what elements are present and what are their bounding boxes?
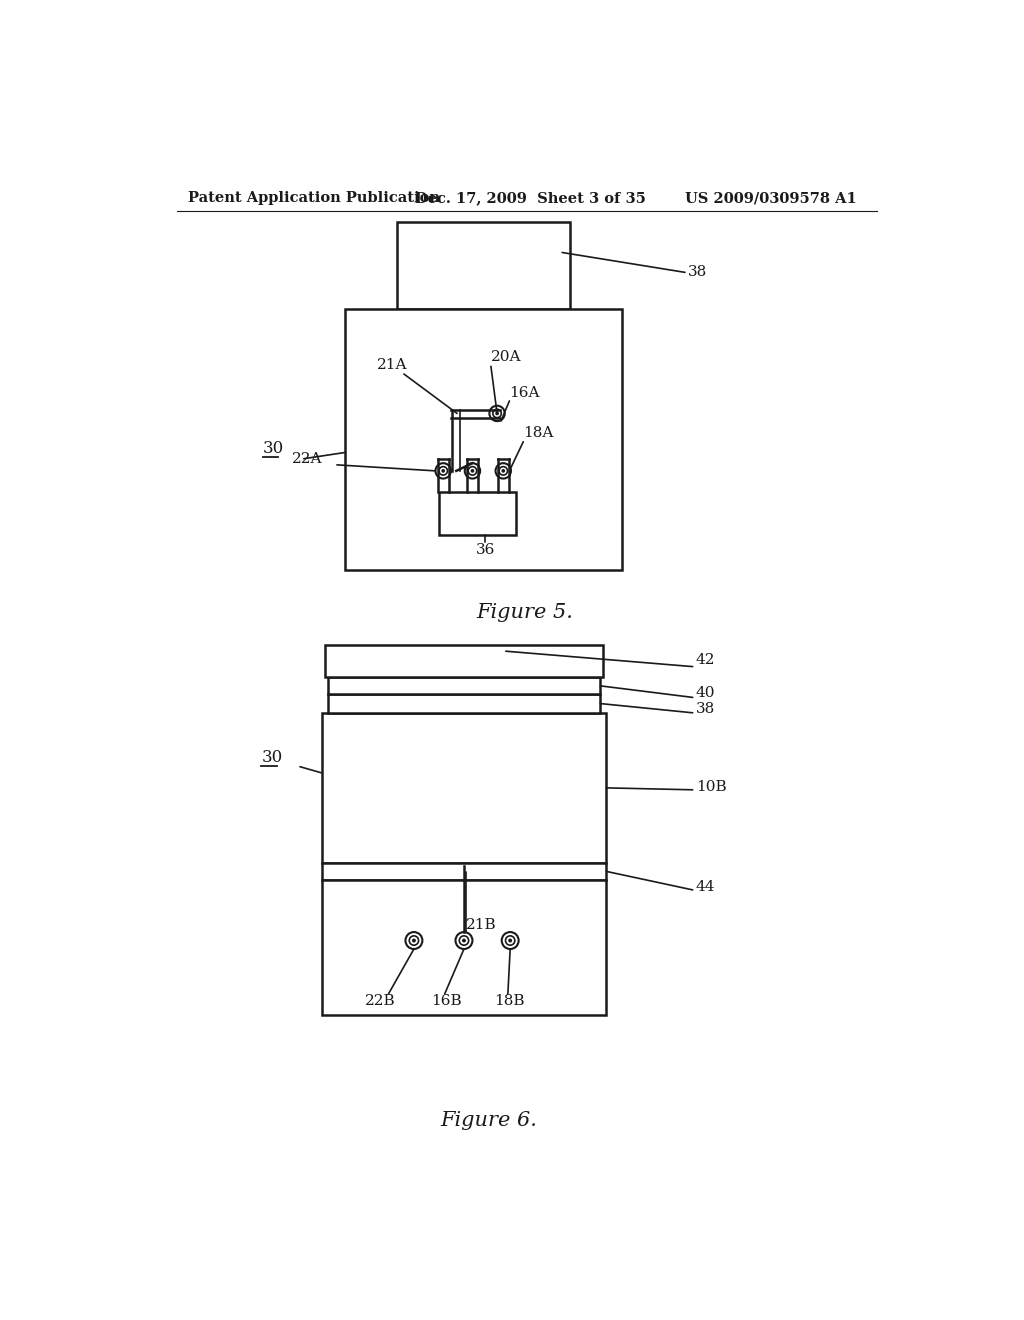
Text: 38: 38: [688, 265, 708, 280]
Text: Figure 6.: Figure 6.: [440, 1111, 537, 1130]
Text: Patent Application Publication: Patent Application Publication: [188, 191, 440, 206]
Circle shape: [413, 940, 415, 941]
Text: 30: 30: [263, 440, 285, 457]
Text: 16A: 16A: [509, 387, 540, 400]
Bar: [438, 492, 515, 535]
Bar: [396, 222, 569, 309]
Text: 18B: 18B: [494, 994, 524, 1007]
Text: 22B: 22B: [365, 994, 395, 1007]
Bar: [322, 863, 606, 880]
Text: 42: 42: [695, 653, 715, 668]
Bar: [322, 713, 606, 863]
Text: 38: 38: [695, 702, 715, 715]
Bar: [325, 645, 603, 677]
Bar: [345, 309, 622, 570]
Circle shape: [509, 940, 511, 941]
Text: 40: 40: [695, 686, 715, 700]
Text: Dec. 17, 2009  Sheet 3 of 35: Dec. 17, 2009 Sheet 3 of 35: [416, 191, 646, 206]
Text: 21B: 21B: [466, 917, 497, 932]
Text: 30: 30: [261, 748, 283, 766]
Circle shape: [463, 940, 465, 941]
Circle shape: [471, 470, 473, 473]
Text: 20A: 20A: [490, 350, 521, 364]
Bar: [322, 880, 606, 1015]
Circle shape: [442, 470, 444, 473]
Circle shape: [496, 412, 499, 414]
Text: 18A: 18A: [523, 426, 554, 441]
Text: 10B: 10B: [695, 780, 726, 793]
Text: Figure 5.: Figure 5.: [476, 603, 573, 622]
Text: 16B: 16B: [431, 994, 462, 1007]
Text: 22A: 22A: [292, 451, 323, 466]
Text: 21A: 21A: [377, 358, 408, 372]
Text: 36: 36: [475, 543, 495, 557]
Circle shape: [502, 470, 505, 473]
Text: 44: 44: [695, 880, 715, 894]
Bar: [328, 694, 600, 713]
Bar: [328, 677, 600, 694]
Text: US 2009/0309578 A1: US 2009/0309578 A1: [685, 191, 857, 206]
